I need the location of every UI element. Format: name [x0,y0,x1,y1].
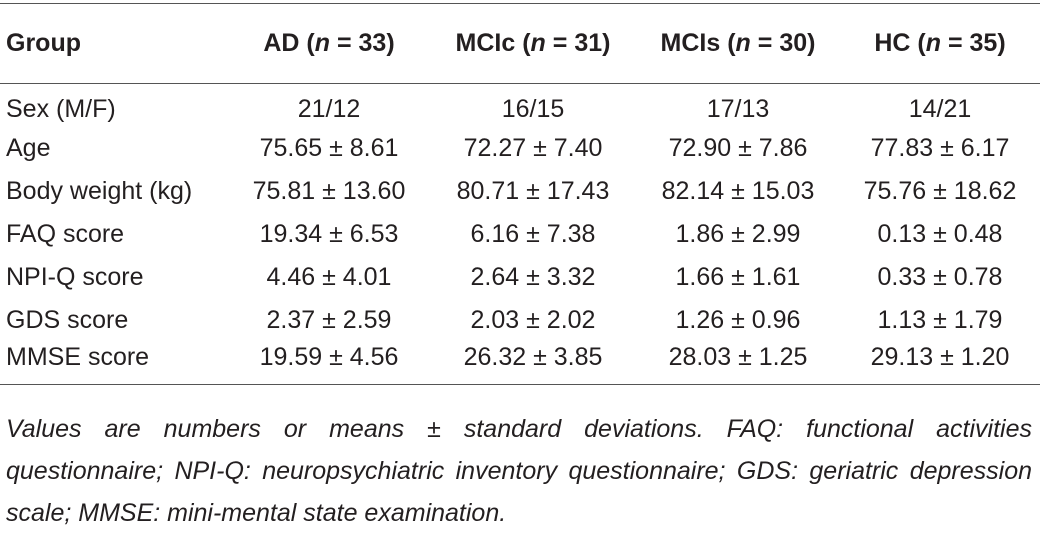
row-label: FAQ score [6,219,125,248]
table-cell: 80.71 ± 17.43 [456,176,610,205]
table-row: Body weight (kg) 75.81 ± 13.60 80.71 ± 17.… [0,170,1040,213]
table-row: Age 75.65 ± 8.61 72.27 ± 7.40 72.90 ± 7.86 7… [0,127,1040,170]
table-cell: 1.66 ± 1.61 [675,262,801,291]
table-cell: 1.86 ± 2.99 [675,219,801,248]
header-row: Group AD (n = 33) MCIc (n = 31) MCIs (n = 3… [0,3,1040,84]
page: Group AD (n = 33) MCIc (n = 31) MCIs (n = 3… [0,3,1040,527]
table-cell: 75.65 ± 8.61 [259,133,399,162]
row-label: NPI-Q score [6,262,144,291]
row-label: Age [6,133,51,162]
table-cell: 72.90 ± 7.86 [668,133,808,162]
table-body: Sex (M/F) 21/12 16/15 17/13 14/21 Age 75.65 ± … [0,84,1040,385]
data-table: Group AD (n = 33) MCIc (n = 31) MCIs (n = 3… [0,3,1040,385]
header-cell: MCIc (n = 31) [430,4,636,84]
table-cell: 1.13 ± 1.79 [877,305,1003,334]
table-figure: Group AD (n = 33) MCIc (n = 31) MCIs (n = 3… [0,3,1040,527]
table-header: Group AD (n = 33) MCIc (n = 31) MCIs (n = 3… [0,3,1040,84]
table-cell: 28.03 ± 1.25 [668,343,808,372]
row-label: Sex (M/F) [6,94,116,123]
table-cell: 75.81 ± 13.60 [252,176,406,205]
row-label: Body weight (kg) [6,176,193,205]
header-cell: Group [0,4,228,84]
group-name: MCIs ( [660,29,736,57]
sample-size-symbol: n [735,29,751,57]
row-label: GDS score [6,305,129,334]
table-row: Sex (M/F) 21/12 16/15 17/13 14/21 [0,84,1040,127]
footnote: Values are numbers or means ± standard d… [6,415,1032,527]
header-cell: HC (n = 35) [840,4,1040,84]
sample-size: = 30) [750,29,816,57]
table-row: GDS score 2.37 ± 2.59 2.03 ± 2.02 1.26 ± 0.… [0,299,1040,342]
table-row: MMSE score 19.59 ± 4.56 26.32 ± 3.85 28.03 … [0,342,1040,385]
table-cell: 17/13 [706,94,770,123]
table-cell: 2.37 ± 2.59 [266,305,392,334]
table-cell: 19.34 ± 6.53 [259,219,399,248]
sample-size: = 33) [330,29,395,57]
group-name: AD ( [263,29,315,57]
sample-size-symbol: n [530,29,546,57]
table-cell: 0.13 ± 0.48 [877,219,1003,248]
header-cell: MCIs (n = 30) [636,4,840,84]
table-cell: 26.32 ± 3.85 [463,343,603,372]
table-row: NPI-Q score 4.46 ± 4.01 2.64 ± 3.32 1.66 ± … [0,256,1040,299]
table-row: FAQ score 19.34 ± 6.53 6.16 ± 7.38 1.86 ± 2… [0,213,1040,256]
table-cell: 29.13 ± 1.20 [870,343,1010,372]
table-cell: 16/15 [501,94,565,123]
group-name: MCIc ( [455,29,531,57]
table-cell: 6.16 ± 7.38 [470,219,596,248]
table-cell: 82.14 ± 15.03 [661,176,815,205]
table-cell: 2.64 ± 3.32 [470,262,596,291]
table-cell: 0.33 ± 0.78 [877,262,1003,291]
table-cell: 19.59 ± 4.56 [259,343,399,372]
table-cell: 77.83 ± 6.17 [870,133,1010,162]
table-cell: 1.26 ± 0.96 [675,305,801,334]
group-name: HC ( [874,29,926,57]
row-label: MMSE score [6,343,150,372]
sample-size-symbol: n [314,29,331,57]
table-cell: 21/12 [297,94,361,123]
table-cell: 75.76 ± 18.62 [863,176,1017,205]
header-text: Group [6,29,81,57]
table-cell: 14/21 [908,94,972,123]
header-cell: AD (n = 33) [228,4,430,84]
table-cell: 72.27 ± 7.40 [463,133,603,162]
table-cell: 4.46 ± 4.01 [266,262,392,291]
sample-size: = 31) [545,29,611,57]
sample-size-symbol: n [925,29,942,57]
sample-size: = 35) [941,29,1006,57]
table-cell: 2.03 ± 2.02 [470,305,596,334]
